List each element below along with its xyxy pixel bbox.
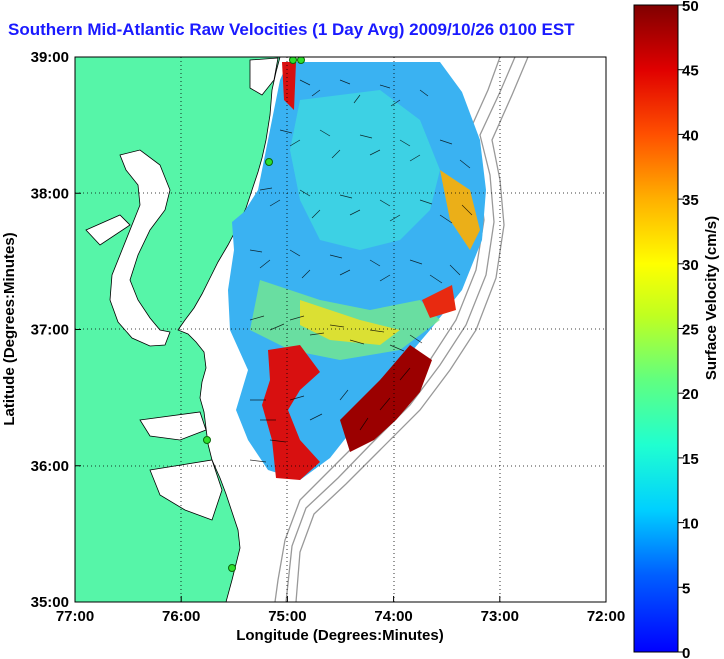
pamlico-sound bbox=[149, 459, 223, 521]
colorbar-tick-label: 50 bbox=[682, 0, 699, 15]
y-axis-ticks: 39:00 38:00 37:00 36:00 35:00 bbox=[31, 49, 81, 611]
x-axis-label: Longitude (Degrees:Minutes) bbox=[236, 627, 444, 644]
y-tick-label: 39:00 bbox=[31, 49, 69, 66]
map-title: Southern Mid-Atlantic Raw Velocities (1 … bbox=[8, 20, 575, 39]
x-tick-label: 74:00 bbox=[374, 608, 412, 625]
y-tick-label: 38:00 bbox=[31, 185, 69, 202]
radar-stations bbox=[203, 57, 305, 572]
x-tick-label: 77:00 bbox=[56, 608, 94, 625]
station-marker bbox=[289, 57, 297, 64]
colorbar bbox=[633, 4, 679, 653]
colorbar-tick-label: 40 bbox=[682, 127, 699, 144]
colorbar-tick-label: 25 bbox=[682, 322, 699, 339]
x-axis-ticks: 77:00 76:00 75:00 74:00 73:00 72:00 bbox=[56, 596, 625, 625]
land-mass bbox=[75, 57, 281, 602]
colorbar-tick-label: 35 bbox=[682, 192, 699, 209]
x-tick-label: 72:00 bbox=[587, 608, 625, 625]
colorbar-ticks: 0 5 10 15 20 25 30 35 40 45 50 bbox=[678, 0, 699, 659]
velocity-field bbox=[228, 62, 486, 480]
x-tick-label: 76:00 bbox=[162, 608, 200, 625]
colorbar-tick-label: 0 bbox=[682, 645, 690, 659]
chesapeake-bay bbox=[109, 149, 171, 347]
y-tick-label: 35:00 bbox=[31, 594, 69, 611]
y-tick-label: 37:00 bbox=[31, 322, 69, 339]
colorbar-tick-label: 30 bbox=[682, 257, 699, 274]
colorbar-tick-label: 5 bbox=[682, 580, 690, 597]
colorbar-tick-label: 15 bbox=[682, 451, 699, 468]
x-tick-label: 75:00 bbox=[268, 608, 306, 625]
station-marker bbox=[203, 436, 211, 444]
y-tick-label: 36:00 bbox=[31, 458, 69, 475]
station-marker bbox=[265, 158, 273, 166]
station-marker bbox=[297, 57, 305, 64]
albemarle-sound bbox=[139, 411, 207, 441]
bay-inlet bbox=[85, 214, 131, 246]
colorbar-tick-label: 45 bbox=[682, 63, 699, 80]
colorbar-tick-label: 20 bbox=[682, 386, 699, 403]
delaware-bay bbox=[249, 57, 279, 96]
station-marker bbox=[228, 564, 236, 572]
gridlines bbox=[75, 57, 606, 602]
colorbar-label: Surface Velocity (cm/s) bbox=[703, 216, 720, 380]
x-tick-label: 73:00 bbox=[481, 608, 519, 625]
colorbar-tick-label: 10 bbox=[682, 516, 699, 533]
y-axis-label: Latitude (Degrees:Minutes) bbox=[1, 232, 18, 425]
